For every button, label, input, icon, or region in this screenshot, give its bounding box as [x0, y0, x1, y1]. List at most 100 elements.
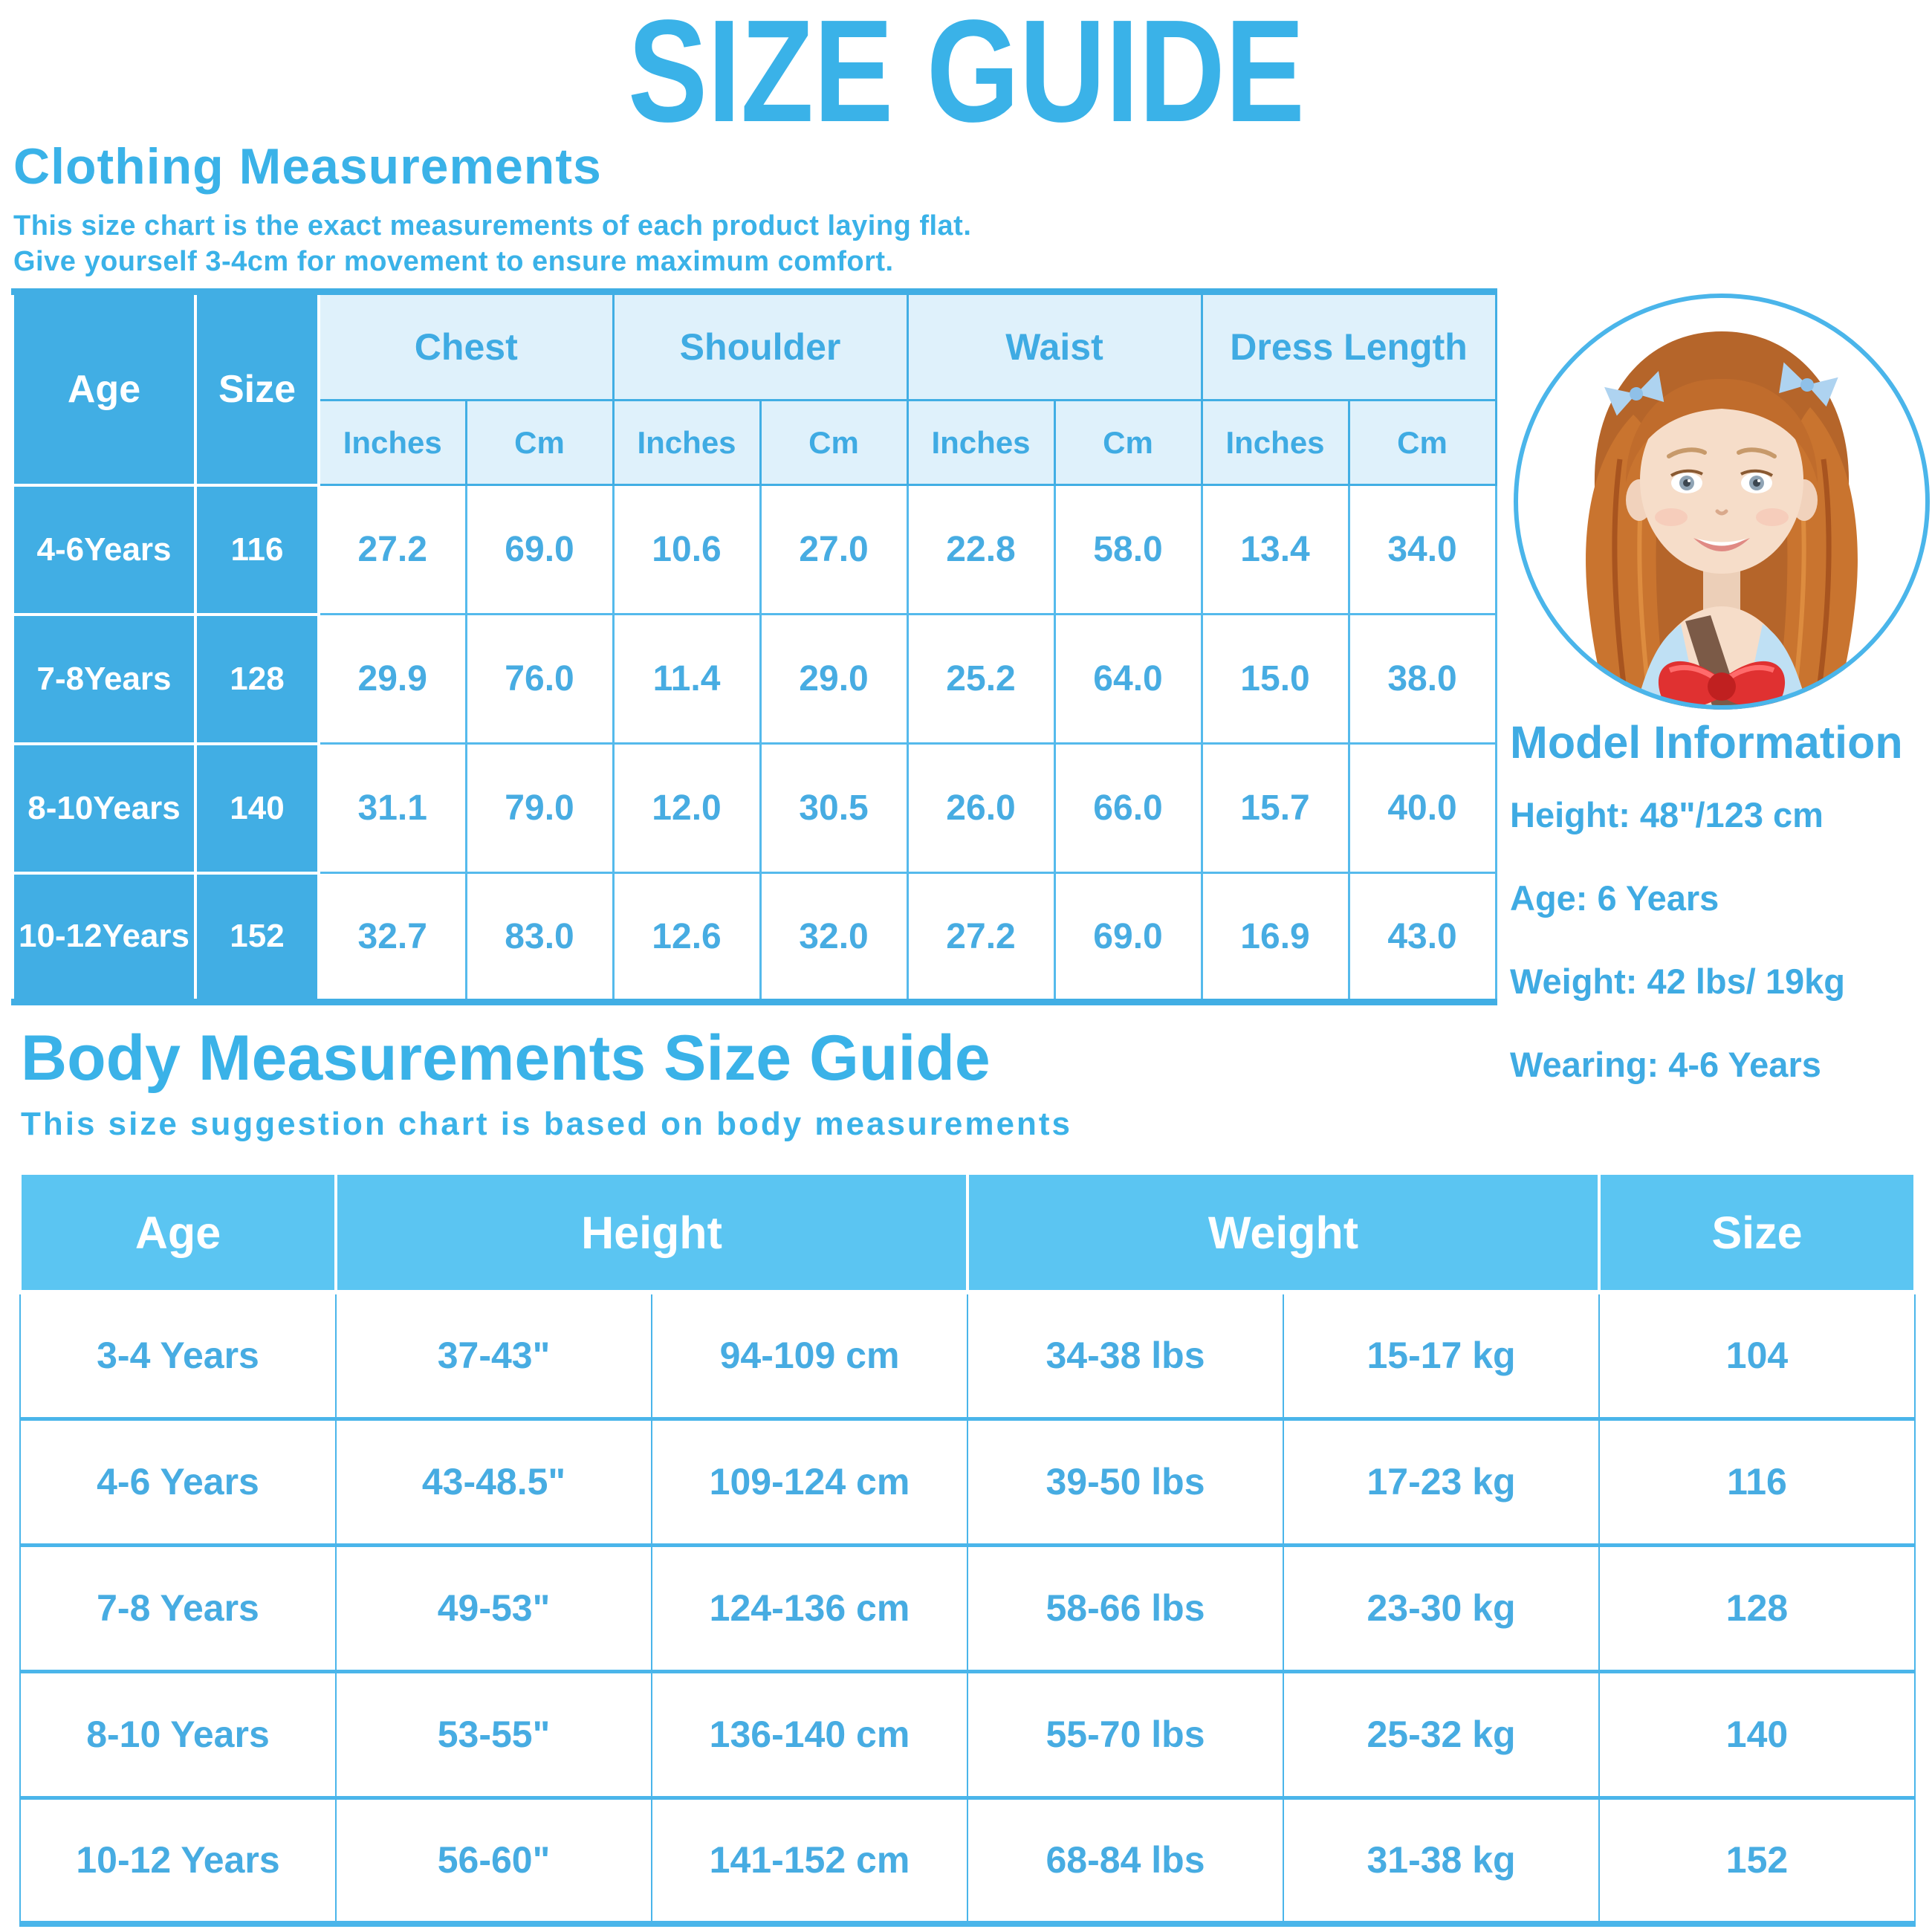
- measurement-cell: 43.0: [1347, 872, 1497, 1003]
- model-wearing-line: Wearing: 4-6 Years: [1510, 1045, 1821, 1084]
- model-age-line: Age: 6 Years: [1510, 878, 1719, 918]
- body-col-header-size: Size: [1598, 1172, 1917, 1294]
- body-age-cell: 4-6 Years: [19, 1416, 337, 1546]
- model-weight-line: Weight: 42 lbs/ 19kg: [1510, 962, 1845, 1001]
- measurement-cell: 32.7: [317, 872, 467, 1003]
- body-height-in-cell: 56-60": [335, 1795, 652, 1925]
- body-weight-lbs-cell: 68-84 lbs: [967, 1795, 1285, 1925]
- col-header-shoulder: Shoulder: [612, 291, 909, 401]
- measurement-cell: 27.0: [759, 484, 909, 615]
- measurement-cell: 31.1: [317, 742, 467, 874]
- measurement-cell: 40.0: [1347, 742, 1497, 874]
- body-height-cm-cell: 94-109 cm: [650, 1290, 969, 1419]
- clothing-section-subtitle-line2: Give yourself 3-4cm for movement to ensu…: [13, 246, 894, 277]
- unit-header: Inches: [317, 399, 467, 486]
- body-size-cell: 152: [1598, 1795, 1916, 1925]
- body-weight-lbs-cell: 58-66 lbs: [967, 1543, 1285, 1672]
- table-row: 4-6 Years 43-48.5" 109-124 cm 39-50 lbs …: [19, 1416, 1916, 1546]
- measurement-cell: 27.2: [317, 484, 467, 615]
- table-row: 7-8Years 128 29.9 76.0 11.4 29.0 25.2 64…: [11, 612, 1497, 745]
- body-size-cell: 140: [1598, 1669, 1916, 1798]
- body-weight-kg-cell: 17-23 kg: [1283, 1416, 1601, 1546]
- measurement-cell: 15.0: [1200, 613, 1350, 745]
- body-age-cell: 3-4 Years: [19, 1290, 337, 1419]
- body-measurements-table: Age Height Weight Size 3-4 Years 37-43" …: [19, 1172, 1917, 1927]
- measurement-cell: 30.5: [759, 742, 909, 874]
- body-height-in-cell: 49-53": [335, 1543, 652, 1672]
- row-size-label: 116: [194, 483, 320, 616]
- row-size-label: 140: [194, 742, 320, 875]
- body-col-header-age: Age: [19, 1172, 337, 1294]
- measurement-cell: 69.0: [1053, 872, 1203, 1003]
- measurement-cell: 69.0: [464, 484, 615, 615]
- body-size-cell: 128: [1598, 1543, 1916, 1672]
- table-row: 3-4 Years 37-43" 94-109 cm 34-38 lbs 15-…: [19, 1290, 1916, 1419]
- measurement-cell: 29.9: [317, 613, 467, 745]
- body-weight-lbs-cell: 34-38 lbs: [967, 1290, 1285, 1419]
- model-information-heading: Model Information: [1510, 717, 1903, 768]
- row-size-label: 152: [194, 871, 320, 1004]
- table-row: 10-12 Years 56-60" 141-152 cm 68-84 lbs …: [19, 1795, 1916, 1925]
- measurement-cell: 32.0: [759, 872, 909, 1003]
- table-row: 4-6Years 116 27.2 69.0 10.6 27.0 22.8 58…: [11, 483, 1497, 616]
- table-row: 8-10Years 140 31.1 79.0 12.0 30.5 26.0 6…: [11, 742, 1497, 875]
- body-col-header-weight: Weight: [966, 1172, 1601, 1294]
- body-col-header-height: Height: [334, 1172, 970, 1294]
- measurement-cell: 79.0: [464, 742, 615, 874]
- clothing-measurements-table: Age Size Chest Shoulder Waist Dress Leng…: [11, 288, 1497, 1005]
- measurement-cell: 12.6: [612, 872, 762, 1003]
- measurement-cell: 15.7: [1200, 742, 1350, 874]
- unit-header: Inches: [906, 399, 1056, 486]
- unit-header: Cm: [464, 399, 615, 486]
- row-age-label: 7-8Years: [11, 612, 197, 745]
- measurement-cell: 25.2: [906, 613, 1056, 745]
- body-height-in-cell: 53-55": [335, 1669, 652, 1798]
- col-header-dress-length: Dress Length: [1200, 291, 1497, 401]
- body-height-in-cell: 43-48.5": [335, 1416, 652, 1546]
- measurement-cell: 13.4: [1200, 484, 1350, 615]
- measurement-cell: 66.0: [1053, 742, 1203, 874]
- clothing-section-heading: Clothing Measurements: [13, 138, 602, 195]
- row-age-label: 8-10Years: [11, 742, 197, 875]
- measurement-cell: 10.6: [612, 484, 762, 615]
- body-size-cell: 104: [1598, 1290, 1916, 1419]
- body-weight-kg-cell: 25-32 kg: [1283, 1669, 1601, 1798]
- measurement-cell: 22.8: [906, 484, 1056, 615]
- unit-header: Inches: [612, 399, 762, 486]
- table-row: 8-10 Years 53-55" 136-140 cm 55-70 lbs 2…: [19, 1669, 1916, 1798]
- body-weight-kg-cell: 23-30 kg: [1283, 1543, 1601, 1672]
- measurement-cell: 27.2: [906, 872, 1056, 1003]
- body-height-in-cell: 37-43": [335, 1290, 652, 1419]
- table-row: 10-12Years 152 32.7 83.0 12.6 32.0 27.2 …: [11, 871, 1497, 1004]
- row-size-label: 128: [194, 612, 320, 745]
- model-height-line: Height: 48"/123 cm: [1510, 795, 1824, 834]
- body-weight-kg-cell: 15-17 kg: [1283, 1290, 1601, 1419]
- body-measurements-section: Body Measurements Size Guide This size s…: [21, 1024, 1072, 1144]
- body-height-cm-cell: 124-136 cm: [650, 1543, 969, 1672]
- measurement-cell: 64.0: [1053, 613, 1203, 745]
- model-information-section: Model Information Height: 48"/123 cm Age…: [1510, 718, 1932, 1129]
- body-age-cell: 7-8 Years: [19, 1543, 337, 1672]
- body-age-cell: 10-12 Years: [19, 1795, 337, 1925]
- col-header-age: Age: [11, 290, 197, 487]
- col-header-waist: Waist: [906, 291, 1203, 401]
- body-weight-kg-cell: 31-38 kg: [1283, 1795, 1601, 1925]
- measurement-cell: 29.0: [759, 613, 909, 745]
- measurement-cell: 11.4: [612, 613, 762, 745]
- row-age-label: 4-6Years: [11, 483, 197, 616]
- col-header-chest: Chest: [317, 291, 615, 401]
- unit-header: Cm: [1347, 399, 1497, 486]
- body-age-cell: 8-10 Years: [19, 1669, 337, 1798]
- unit-header: Cm: [1053, 399, 1203, 486]
- measurement-cell: 16.9: [1200, 872, 1350, 1003]
- page-title-text: SIZE GUIDE: [627, 0, 1305, 152]
- measurement-cell: 26.0: [906, 742, 1056, 874]
- body-size-cell: 116: [1598, 1416, 1916, 1546]
- measurement-cell: 38.0: [1347, 613, 1497, 745]
- unit-header: Cm: [759, 399, 909, 486]
- girl-model-illustration: [1514, 294, 1930, 710]
- unit-header: Inches: [1200, 399, 1350, 486]
- page-title: SIZE GUIDE: [0, 0, 1932, 152]
- body-height-cm-cell: 141-152 cm: [650, 1795, 969, 1925]
- measurement-cell: 12.0: [612, 742, 762, 874]
